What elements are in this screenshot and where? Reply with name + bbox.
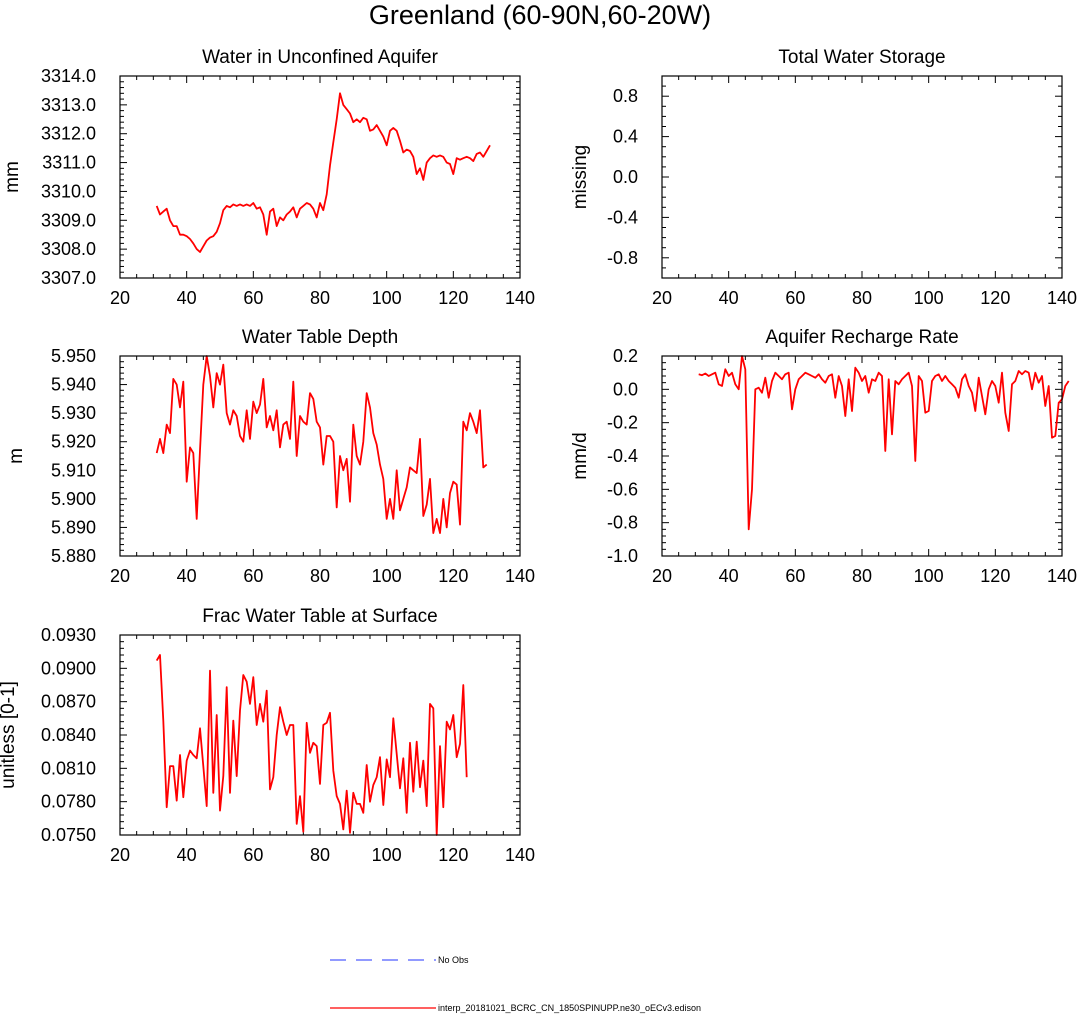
y-tick-label: 0.4 bbox=[613, 127, 638, 147]
panel-title: Frac Water Table at Surface bbox=[202, 606, 438, 627]
x-tick-label: 120 bbox=[438, 845, 468, 865]
x-tick-label: 80 bbox=[852, 288, 872, 308]
x-tick-label: 120 bbox=[980, 288, 1010, 308]
x-tick-label: 20 bbox=[652, 288, 672, 308]
y-tick-label: 0.0 bbox=[613, 167, 638, 187]
x-tick-label: 140 bbox=[1047, 566, 1077, 586]
x-tick-label: 60 bbox=[785, 566, 805, 586]
x-tick-label: 120 bbox=[438, 566, 468, 586]
y-tick-label: 3312.0 bbox=[41, 124, 96, 144]
x-tick-label: 20 bbox=[110, 288, 130, 308]
y-tick-label: -0.8 bbox=[607, 513, 638, 533]
y-tick-label: 0.0780 bbox=[41, 792, 96, 812]
x-tick-label: 40 bbox=[177, 566, 197, 586]
y-tick-label: -1.0 bbox=[607, 546, 638, 566]
y-tick-label: 0.0840 bbox=[41, 725, 96, 745]
y-tick-label: -0.4 bbox=[607, 446, 638, 466]
x-tick-label: 140 bbox=[505, 845, 535, 865]
x-tick-label: 140 bbox=[505, 566, 535, 586]
y-axis-label: unitless [0-1] bbox=[0, 681, 19, 789]
x-tick-label: 140 bbox=[505, 288, 535, 308]
y-tick-label: -0.2 bbox=[607, 413, 638, 433]
y-tick-label: 0.0870 bbox=[41, 692, 96, 712]
x-tick-label: 40 bbox=[177, 845, 197, 865]
x-tick-label: 20 bbox=[110, 845, 130, 865]
x-tick-label: 40 bbox=[177, 288, 197, 308]
x-tick-label: 20 bbox=[110, 566, 130, 586]
y-tick-label: 0.0930 bbox=[41, 625, 96, 645]
y-tick-label: 0.0 bbox=[613, 379, 638, 399]
panel-water-table-depth: Water Table Depth m 20 40 60 80 100 120 140 5.880… bbox=[6, 327, 535, 586]
x-tick-label: 120 bbox=[980, 566, 1010, 586]
x-tick-label: 80 bbox=[310, 566, 330, 586]
panel-title: Water in Unconfined Aquifer bbox=[202, 47, 439, 68]
y-tick-label: 5.920 bbox=[51, 432, 96, 452]
legend-label-model: interp_20181021_BCRC_CN_1850SPINUPP.ne30… bbox=[438, 1003, 701, 1013]
plot-frame bbox=[119, 634, 521, 836]
legend-label-no-obs: No Obs bbox=[438, 955, 469, 965]
y-tick-label: 3314.0 bbox=[41, 66, 96, 86]
plot-frame bbox=[661, 355, 1063, 557]
x-tick-label: 80 bbox=[310, 288, 330, 308]
figure-title: Greenland (60-90N,60-20W) bbox=[369, 0, 711, 30]
plot-frame bbox=[661, 75, 1063, 279]
x-tick-label: 100 bbox=[372, 288, 402, 308]
x-tick-label: 60 bbox=[243, 566, 263, 586]
x-tick-label: 60 bbox=[243, 845, 263, 865]
x-tick-label: 120 bbox=[438, 288, 468, 308]
y-tick-label: 5.950 bbox=[51, 346, 96, 366]
y-tick-label: -0.8 bbox=[607, 248, 638, 268]
y-tick-label: 3310.0 bbox=[41, 181, 96, 201]
panel-title: Aquifer Recharge Rate bbox=[765, 327, 958, 348]
y-axis-label: mm bbox=[2, 161, 23, 193]
y-tick-label: -0.6 bbox=[607, 479, 638, 499]
panel-total-water-storage: Total Water Storage missing 20 40 60 80 100 120… bbox=[570, 47, 1077, 308]
x-tick-label: 100 bbox=[914, 566, 944, 586]
y-tick-label: 0.0900 bbox=[41, 658, 96, 678]
y-tick-label: 3308.0 bbox=[41, 239, 96, 259]
y-tick-label: 3311.0 bbox=[42, 153, 96, 173]
legend: No Obs interp_20181021_BCRC_CN_1850SPINU… bbox=[330, 955, 701, 1013]
y-tick-label: 0.8 bbox=[613, 86, 638, 106]
x-tick-label: 40 bbox=[719, 566, 739, 586]
panel-water-in-unconfined-aquifer: Water in Unconfined Aquifer mm 20 40 60 80 100… bbox=[2, 47, 535, 308]
plot-frame bbox=[119, 75, 521, 279]
y-tick-label: 5.880 bbox=[51, 546, 96, 566]
panel-aquifer-recharge-rate: Aquifer Recharge Rate mm/d 20 40 60 80 100 120 1… bbox=[570, 327, 1077, 586]
y-tick-label: 3309.0 bbox=[41, 210, 96, 230]
x-tick-label: 80 bbox=[310, 845, 330, 865]
panel-title: Total Water Storage bbox=[778, 47, 945, 68]
y-axis-label: mm/d bbox=[570, 432, 591, 480]
y-tick-label: 5.900 bbox=[51, 489, 96, 509]
x-tick-label: 40 bbox=[719, 288, 739, 308]
x-tick-label: 100 bbox=[372, 566, 402, 586]
x-tick-label: 100 bbox=[372, 845, 402, 865]
y-tick-label: 5.910 bbox=[51, 460, 96, 480]
y-tick-label: 3307.0 bbox=[41, 268, 96, 288]
y-tick-label: 5.890 bbox=[51, 517, 96, 537]
series-line bbox=[155, 654, 468, 836]
y-tick-label: 5.930 bbox=[51, 403, 96, 423]
y-tick-label: 0.0750 bbox=[41, 825, 96, 845]
x-tick-label: 60 bbox=[785, 288, 805, 308]
x-tick-label: 20 bbox=[652, 566, 672, 586]
x-tick-label: 60 bbox=[243, 288, 263, 308]
y-tick-label: 0.2 bbox=[613, 346, 638, 366]
plot-frame bbox=[119, 355, 521, 557]
series-line bbox=[155, 355, 488, 534]
series-line bbox=[698, 355, 1070, 531]
panel-title: Water Table Depth bbox=[242, 327, 398, 348]
y-tick-label: 3313.0 bbox=[41, 95, 96, 115]
y-tick-label: -0.4 bbox=[607, 207, 638, 227]
y-tick-label: 0.0810 bbox=[41, 758, 96, 778]
y-axis-label: missing bbox=[570, 145, 591, 209]
y-axis-label: m bbox=[6, 448, 27, 464]
y-tick-label: 5.940 bbox=[51, 375, 96, 395]
x-tick-label: 100 bbox=[914, 288, 944, 308]
series-line bbox=[155, 92, 491, 253]
x-tick-label: 140 bbox=[1047, 288, 1077, 308]
panel-frac-water-table-at-surface: Frac Water Table at Surface unitless [0-1… bbox=[0, 606, 535, 865]
x-tick-label: 80 bbox=[852, 566, 872, 586]
